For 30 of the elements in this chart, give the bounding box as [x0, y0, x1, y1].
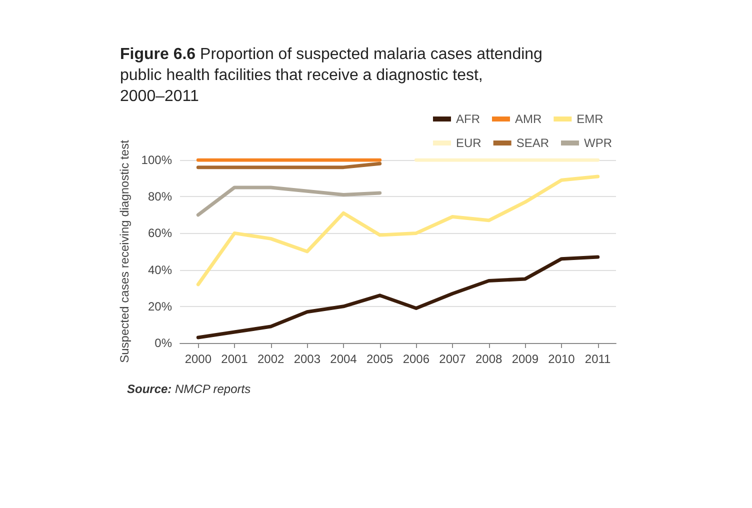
line-series — [196, 255, 600, 340]
x-tick-label: 2011 — [584, 352, 612, 366]
legend-label: WPR — [584, 136, 612, 150]
y-tick-label: 40% — [148, 262, 172, 277]
legend-label: AFR — [456, 112, 480, 126]
legend-label: EUR — [456, 136, 482, 150]
y-tick-label: 80% — [148, 190, 172, 204]
x-tick-label: 2010 — [548, 352, 576, 366]
x-tick-label: 2002 — [257, 352, 285, 366]
x-tick-label: 2006 — [402, 352, 430, 366]
y-axis-title: Suspected cases receiving diagnostic test — [117, 139, 132, 363]
chart-title: Figure 6.6 Proportion of suspected malaria cases attending public health facilities that receive a diagnostic test, 2000–2011 — [120, 46, 547, 105]
y-tick-label: 0% — [154, 336, 172, 350]
legend-label: SEAR — [516, 136, 550, 150]
x-tick-label: 2001 — [221, 352, 248, 366]
legend-label: EMR — [576, 112, 604, 126]
x-tick-label: 2005 — [366, 352, 394, 366]
y-tick-label: 100% — [141, 153, 172, 167]
source-note: Source: NMCP reports — [127, 382, 251, 396]
legend-label: AMR — [514, 112, 542, 126]
line-series — [196, 186, 382, 217]
x-tick-label: 2008 — [475, 352, 503, 366]
y-tick-label: 20% — [148, 299, 172, 314]
x-tick-label: 2003 — [294, 352, 321, 366]
y-tick-label: 60% — [148, 226, 172, 240]
x-tick-label: 2007 — [439, 352, 466, 366]
x-tick-label: 2009 — [512, 352, 539, 366]
x-tick-label: 2004 — [330, 352, 358, 366]
x-tick-label: 2000 — [184, 352, 212, 366]
line-series — [196, 174, 600, 286]
